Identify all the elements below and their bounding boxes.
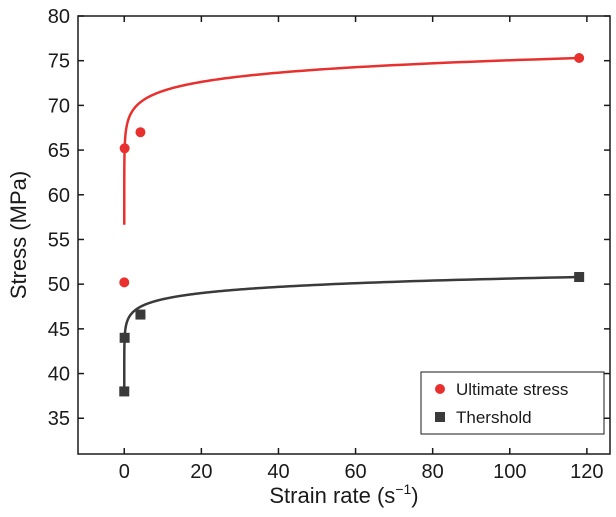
x-tick-label: 80 [422, 461, 444, 483]
legend-label-thershold: Thershold [456, 408, 532, 427]
y-tick-label: 45 [48, 319, 70, 341]
fit-curves [123, 56, 580, 390]
y-ticks: 35 40 45 50 55 60 65 70 75 80 [48, 6, 610, 430]
y-tick-label: 65 [48, 140, 70, 162]
y-tick-label: 75 [48, 51, 70, 73]
y-tick-label: 55 [48, 229, 70, 251]
x-tick-label: 40 [267, 461, 289, 483]
data-point-1-2 [135, 309, 146, 320]
y-tick-label: 80 [48, 6, 70, 28]
legend-marker-thershold [435, 412, 445, 422]
fit-curve-0 [123, 56, 580, 225]
data-point-1-3 [574, 272, 585, 283]
y-tick-label: 35 [48, 408, 70, 430]
data-point-1-0 [119, 386, 130, 397]
legend-label-ultimate-stress: Ultimate stress [456, 380, 568, 399]
data-point-0-0 [119, 277, 130, 288]
y-axis-title: Stress (MPa) [6, 171, 31, 299]
x-tick-label: 100 [493, 461, 526, 483]
legend-box [420, 371, 605, 435]
x-tick-label: 20 [190, 461, 212, 483]
x-ticks: 0 20 40 60 80 100 120 [119, 16, 604, 483]
x-tick-label: 60 [344, 461, 366, 483]
y-tick-label: 40 [48, 364, 70, 386]
x-axis-title: Strain rate (s−1) [269, 481, 418, 508]
legend: Ultimate stress Thershold [420, 371, 605, 435]
plot-area: 0 20 40 60 80 100 120 35 40 45 50 55 60 65 70 75 80 [48, 6, 611, 483]
y-tick-label: 60 [48, 185, 70, 207]
x-tick-label: 120 [570, 461, 603, 483]
data-point-1-1 [119, 332, 130, 343]
x-tick-label: 0 [119, 461, 130, 483]
y-tick-label: 70 [48, 95, 70, 117]
data-markers [119, 53, 585, 397]
y-tick-label: 50 [48, 274, 70, 296]
plot-frame [77, 15, 611, 455]
legend-marker-ultimate-stress [435, 384, 445, 394]
data-point-0-3 [574, 53, 585, 64]
data-point-0-1 [119, 143, 130, 154]
data-point-0-2 [135, 127, 146, 138]
